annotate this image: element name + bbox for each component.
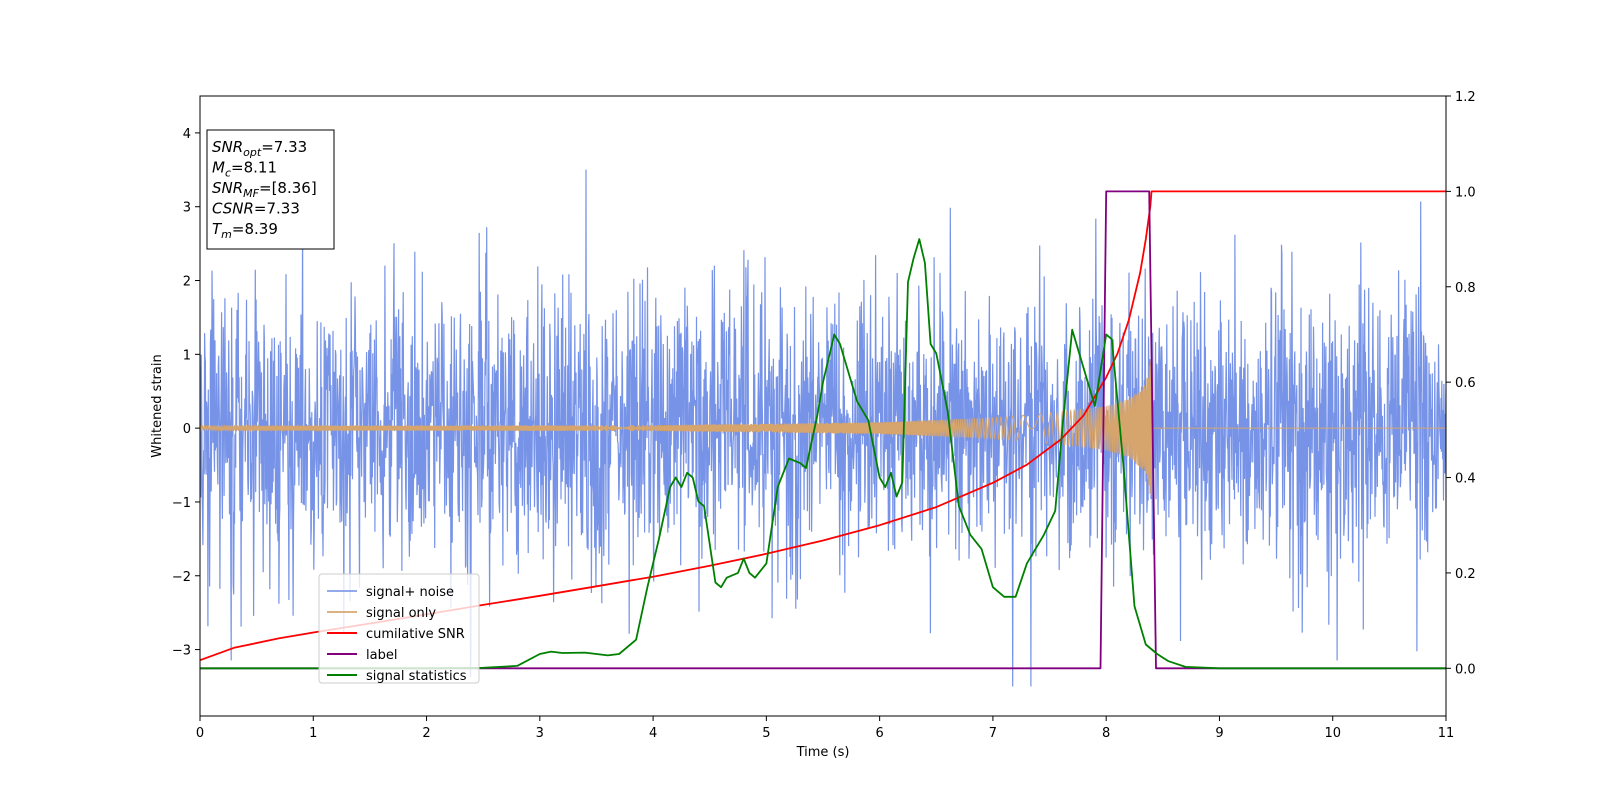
y-right-tick-label: 1.0 xyxy=(1455,185,1476,200)
info-symbol: CSNR xyxy=(212,200,254,218)
y-left-tick-label: −1 xyxy=(172,496,191,511)
legend-entry: signal only xyxy=(366,606,436,621)
info-value: =8.39 xyxy=(232,220,278,238)
legend: signal+ noise signal only cumilative SNR la… xyxy=(318,573,480,684)
info-subscript: m xyxy=(221,228,232,241)
plot-area-frame xyxy=(199,95,1447,717)
y-left-tick-label: 3 xyxy=(183,201,191,216)
x-axis-title: Time (s) xyxy=(796,745,850,760)
info-box-line: SNRMF=[8.36] xyxy=(212,179,317,200)
info-box-line: Tm=8.39 xyxy=(212,220,278,241)
x-tick-label: 9 xyxy=(1215,726,1223,741)
info-box: SNRopt=7.33Mc=8.11SNRMF=[8.36]CSNR=7.33T… xyxy=(206,129,335,250)
x-tick-label: 8 xyxy=(1102,726,1110,741)
info-symbol: M xyxy=(212,159,225,177)
series-signal-statistics xyxy=(200,238,1446,670)
series-signal-noise xyxy=(200,169,1446,687)
y-right-tick-label: 0.2 xyxy=(1455,567,1476,582)
x-tick-label: 5 xyxy=(762,726,770,741)
info-subscript: MF xyxy=(243,187,259,200)
y-right-tick-label: 0.4 xyxy=(1455,472,1476,487)
info-subscript: c xyxy=(225,167,231,180)
info-box-frame xyxy=(206,129,335,250)
x-tick-label: 3 xyxy=(536,726,544,741)
info-box-line: Mc=8.11 xyxy=(212,159,277,180)
y-left-tick-label: −2 xyxy=(172,570,191,585)
x-tick-label: 6 xyxy=(875,726,883,741)
legend-entry: label xyxy=(366,648,397,663)
info-subscript: opt xyxy=(243,146,262,159)
x-tick-label: 4 xyxy=(649,726,657,741)
info-value: =7.33 xyxy=(254,200,300,218)
x-tick-label: 7 xyxy=(989,726,997,741)
info-symbol: SNR xyxy=(212,138,243,156)
y-left-tick-label: 0 xyxy=(183,422,191,437)
legend-frame xyxy=(318,573,480,684)
info-value: =8.11 xyxy=(231,159,277,177)
y-axis-title: Whitened strain xyxy=(150,354,165,457)
x-tick-label: 10 xyxy=(1324,726,1341,741)
x-tick-label: 1 xyxy=(309,726,317,741)
info-value: =7.33 xyxy=(261,138,307,156)
info-box-line: SNRopt=7.33 xyxy=(212,138,307,159)
legend-entry: cumilative SNR xyxy=(366,627,465,642)
x-tick-label: 0 xyxy=(196,726,204,741)
y-left-tick-label: 2 xyxy=(183,275,191,290)
legend-entry: signal statistics xyxy=(366,669,467,684)
legend-entry: signal+ noise xyxy=(366,585,454,600)
info-box-line: CSNR=7.33 xyxy=(212,200,300,218)
y-left-tick-label: 4 xyxy=(183,127,191,142)
y-left-tick-label: 1 xyxy=(183,348,191,363)
info-symbol: SNR xyxy=(212,179,243,197)
x-tick-label: 2 xyxy=(422,726,430,741)
y-right-tick-label: 1.2 xyxy=(1455,90,1476,105)
y-right-tick-label: 0.6 xyxy=(1455,376,1476,391)
y-right-tick-label: 0.0 xyxy=(1455,662,1476,677)
x-axis: 0 1 2 3 4 5 6 7 8 9 10 11 xyxy=(196,716,1454,741)
y-axis-right: 0.0 0.2 0.4 0.6 0.8 1.0 1.2 xyxy=(1446,90,1476,677)
y-axis-left: −3 −2 −1 0 1 2 3 4 xyxy=(172,127,200,659)
series-signal-only xyxy=(200,361,1446,496)
x-tick-label: 11 xyxy=(1438,726,1455,741)
y-right-tick-label: 0.8 xyxy=(1455,281,1476,296)
y-left-tick-label: −3 xyxy=(172,644,191,659)
info-value: =[8.36] xyxy=(259,179,317,197)
info-symbol: T xyxy=(212,220,223,238)
